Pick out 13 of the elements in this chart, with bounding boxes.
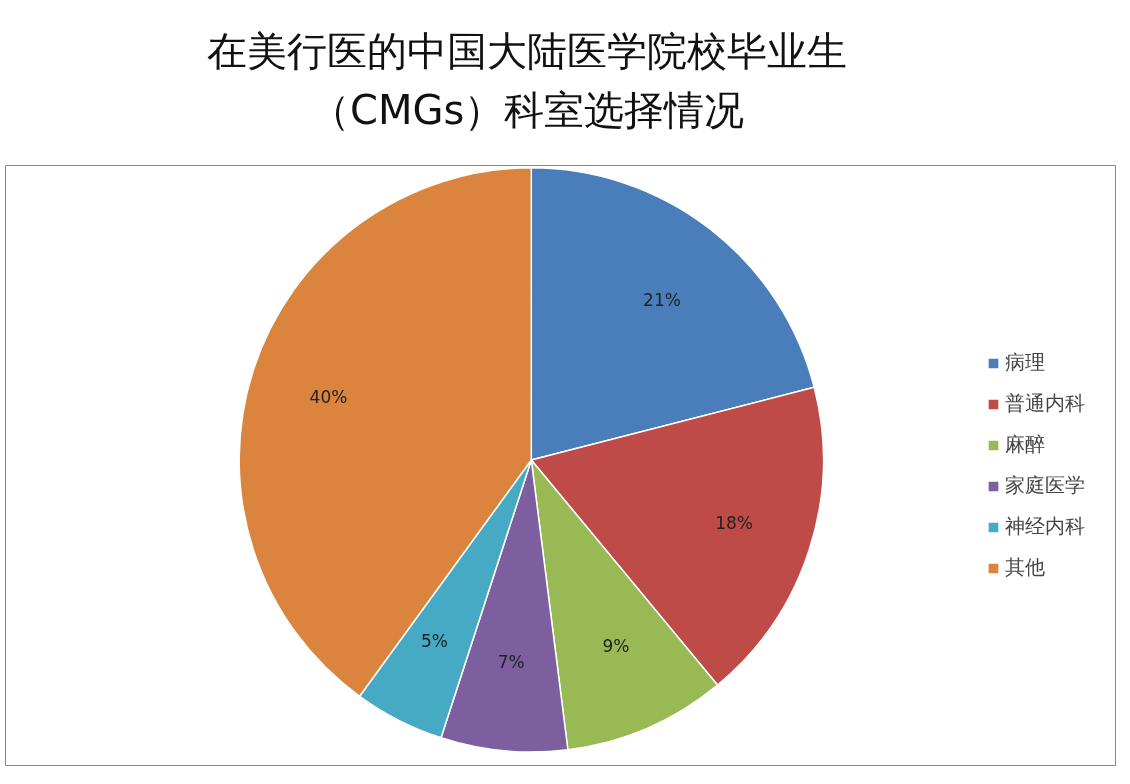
legend-label: 麻醉: [1005, 431, 1045, 458]
data-label: 9%: [602, 636, 630, 657]
chart-title: 在美行医的中国大陆医学院校毕业生（CMGs）科室选择情况: [207, 27, 848, 134]
data-label: 21%: [643, 289, 681, 310]
legend-label: 家庭医学: [1005, 472, 1085, 499]
legend-label: 其他: [1005, 554, 1045, 581]
data-label: 5%: [421, 630, 448, 651]
data-label: 18%: [715, 512, 753, 533]
legend-label: 普通内科: [1005, 390, 1085, 417]
data-label: 7%: [497, 651, 525, 672]
legend-label: 病理: [1005, 349, 1045, 376]
legend-label: 神经内科: [1005, 513, 1085, 540]
data-label: 40%: [309, 387, 348, 408]
